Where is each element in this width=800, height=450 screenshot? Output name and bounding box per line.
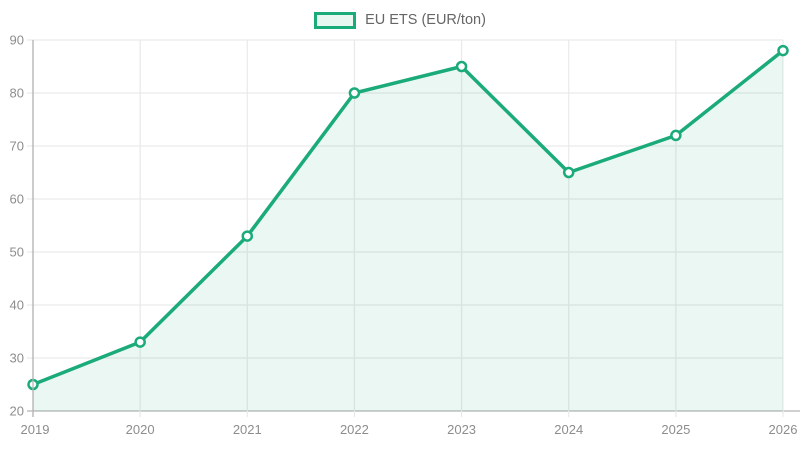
y-axis-tick-label-30: 30 [10, 351, 24, 366]
series-line [31, 48, 785, 387]
data-point-2022[interactable] [348, 87, 361, 99]
x-axis-tick-label-2025: 2025 [661, 422, 690, 437]
x-axis-tick-label-2019: 2019 [21, 422, 50, 437]
x-axis-tick-label-2022: 2022 [340, 422, 369, 437]
y-axis-tick-label-50: 50 [10, 245, 24, 260]
y-axis-tick-label-70: 70 [10, 139, 24, 154]
y-axis-tick-label-40: 40 [10, 298, 24, 313]
y-axis-tick-label-90: 90 [10, 33, 24, 48]
data-point-2026[interactable] [777, 44, 789, 57]
y-axis-tick-label-80: 80 [10, 86, 24, 101]
data-point-2021[interactable] [241, 230, 254, 242]
data-point-2020[interactable] [134, 336, 146, 348]
x-axis-tick-label-2023: 2023 [447, 422, 476, 437]
x-axis-tick-label-2024: 2024 [554, 422, 583, 437]
legend-swatch [314, 12, 357, 29]
data-point-2024[interactable] [562, 166, 575, 179]
data-point-2023[interactable] [455, 60, 468, 73]
legend-item[interactable]: EU ETS (EUR/ton) [0, 12, 800, 29]
series-area-fill [33, 50, 783, 411]
x-axis-tick-label-2021: 2021 [233, 422, 262, 437]
y-axis-tick-label-60: 60 [10, 192, 24, 207]
legend-label: EU ETS (EUR/ton) [365, 12, 486, 29]
data-point-2025[interactable] [670, 129, 682, 142]
y-axis-tick-label-20: 20 [10, 404, 24, 419]
x-axis-tick-label-2026: 2026 [769, 422, 798, 437]
x-axis-tick-label-2020: 2020 [126, 422, 155, 437]
